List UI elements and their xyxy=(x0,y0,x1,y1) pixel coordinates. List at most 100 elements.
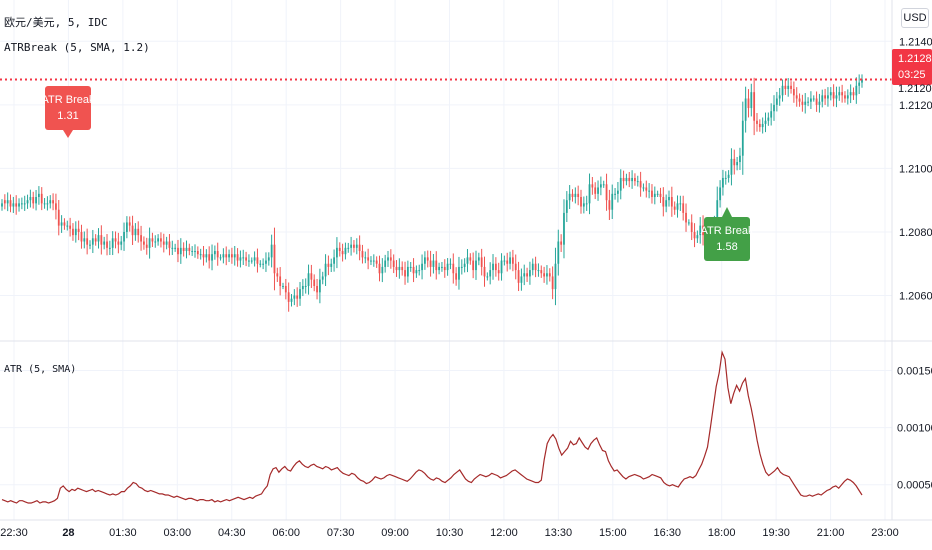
time-tick-label: 13:30 xyxy=(545,527,573,539)
candle xyxy=(57,199,60,236)
candle xyxy=(194,244,196,258)
time-tick-label: 07:30 xyxy=(327,527,355,539)
candle xyxy=(466,249,469,273)
candle xyxy=(472,252,475,279)
grid xyxy=(0,0,892,520)
candle xyxy=(506,252,509,272)
candle xyxy=(316,278,318,300)
candle xyxy=(625,173,628,186)
candle xyxy=(143,236,145,250)
candle xyxy=(375,256,378,268)
candle xyxy=(299,281,301,306)
candle xyxy=(233,246,236,266)
candle xyxy=(554,247,557,306)
candle xyxy=(775,91,778,112)
price-tag-bg xyxy=(892,49,932,85)
candle xyxy=(83,231,86,249)
candle xyxy=(338,242,341,257)
atr-pane-label[interactable]: ATR (5, SMA) xyxy=(4,364,76,375)
price-tick-label: 1.20600 xyxy=(899,291,932,303)
candle xyxy=(211,244,213,271)
candle xyxy=(191,246,194,256)
candle xyxy=(747,89,750,118)
candle xyxy=(443,259,446,278)
candle xyxy=(517,261,520,292)
candle xyxy=(80,224,83,249)
time-tick-label: 16:30 xyxy=(653,527,681,539)
candle xyxy=(157,234,160,246)
candle xyxy=(415,265,418,278)
indicator-label[interactable]: ATRBreak (5, SMA, 1.2) xyxy=(4,41,150,54)
candle xyxy=(543,266,546,283)
candle xyxy=(55,193,57,220)
atr-break-signal[interactable]: ATR Break 1.58 xyxy=(701,207,754,261)
candle xyxy=(676,195,679,218)
candle xyxy=(645,180,648,198)
candle xyxy=(3,194,6,210)
candle xyxy=(108,240,111,255)
time-tick-label: 18:00 xyxy=(708,527,736,539)
candle xyxy=(270,234,273,268)
candle xyxy=(307,264,310,295)
candle xyxy=(29,189,32,208)
candle xyxy=(659,187,662,203)
candle xyxy=(406,260,409,283)
candle xyxy=(529,261,531,285)
candle xyxy=(798,93,801,107)
candle xyxy=(492,254,494,280)
candle xyxy=(137,221,140,243)
candle xyxy=(259,260,262,268)
candle xyxy=(290,294,293,307)
candle xyxy=(670,186,673,217)
candle xyxy=(120,235,123,251)
candle xyxy=(239,250,242,268)
candle xyxy=(276,267,279,282)
candle xyxy=(597,180,599,201)
candle xyxy=(739,147,741,170)
candle xyxy=(546,265,548,285)
candle xyxy=(835,86,838,108)
time-tick-label: 19:30 xyxy=(762,527,790,539)
candle xyxy=(46,196,49,211)
candle xyxy=(228,249,230,263)
candle xyxy=(761,117,764,134)
candle xyxy=(784,79,787,95)
candle xyxy=(384,254,387,273)
candle xyxy=(855,77,858,104)
candle xyxy=(160,232,162,248)
candle xyxy=(585,195,588,211)
candle xyxy=(381,258,384,283)
candle xyxy=(32,191,35,209)
currency-button[interactable]: USD xyxy=(901,8,929,28)
time-tick-label: 01:30 xyxy=(109,527,137,539)
time-tick-label: 15:00 xyxy=(599,527,627,539)
candle xyxy=(523,264,526,286)
candle xyxy=(429,250,432,277)
candle xyxy=(23,195,26,211)
candle xyxy=(753,77,756,136)
candle xyxy=(74,221,77,243)
candle xyxy=(35,189,37,211)
candle xyxy=(526,267,528,282)
candle xyxy=(222,248,225,264)
candle xyxy=(236,248,239,267)
candle xyxy=(852,87,855,100)
candle xyxy=(421,254,423,280)
symbol-title[interactable]: 欧元/美元, 5, IDC xyxy=(4,16,108,29)
candle xyxy=(242,249,245,265)
candle xyxy=(648,183,651,199)
candle xyxy=(336,237,338,269)
candle xyxy=(619,169,622,200)
candle xyxy=(617,182,619,203)
candle xyxy=(733,149,736,175)
time-axis[interactable]: 22:30 28 01:30 03:00 04:30 06:00 07:30 09:00 10:… xyxy=(0,527,899,539)
atr-break-signal[interactable]: ATR Break 1.31 xyxy=(42,86,95,138)
candle xyxy=(801,94,804,112)
candle xyxy=(40,187,43,211)
candle xyxy=(245,251,247,267)
